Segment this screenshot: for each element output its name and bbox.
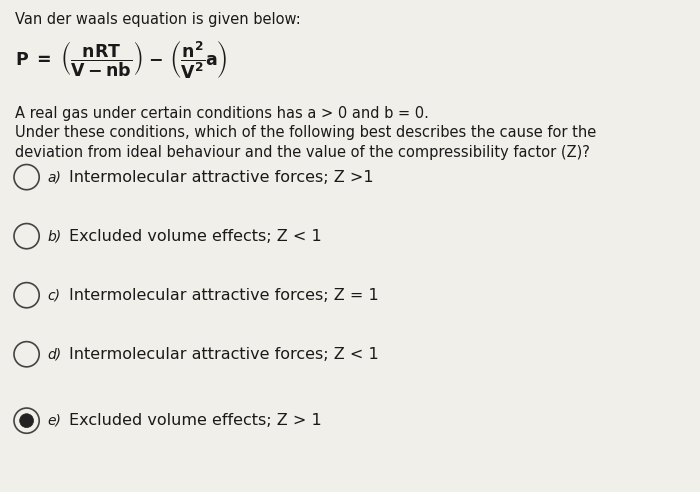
Text: deviation from ideal behaviour and the value of the compressibility factor (Z)?: deviation from ideal behaviour and the v… [15, 145, 590, 160]
Text: Under these conditions, which of the following best describes the cause for the: Under these conditions, which of the fol… [15, 125, 596, 140]
Text: Excluded volume effects; Z < 1: Excluded volume effects; Z < 1 [69, 229, 321, 244]
Text: A real gas under certain conditions has a > 0 and b = 0.: A real gas under certain conditions has … [15, 106, 429, 121]
Text: b): b) [48, 229, 62, 243]
Text: Van der waals equation is given below:: Van der waals equation is given below: [15, 12, 301, 27]
Text: a): a) [48, 170, 62, 184]
Text: $\mathbf{P}\ \mathbf{=}\ \mathbf{\left(\dfrac{nRT}{V-nb}\right)}\ \mathbf{-}\ \m: $\mathbf{P}\ \mathbf{=}\ \mathbf{\left(\… [15, 39, 228, 81]
Ellipse shape [20, 414, 34, 428]
Text: Excluded volume effects; Z > 1: Excluded volume effects; Z > 1 [69, 413, 321, 428]
Text: e): e) [48, 414, 62, 428]
Text: Intermolecular attractive forces; Z = 1: Intermolecular attractive forces; Z = 1 [69, 288, 378, 303]
Text: Intermolecular attractive forces; Z >1: Intermolecular attractive forces; Z >1 [69, 170, 373, 184]
Text: d): d) [48, 347, 62, 361]
Text: c): c) [48, 288, 61, 302]
Text: Intermolecular attractive forces; Z < 1: Intermolecular attractive forces; Z < 1 [69, 347, 378, 362]
